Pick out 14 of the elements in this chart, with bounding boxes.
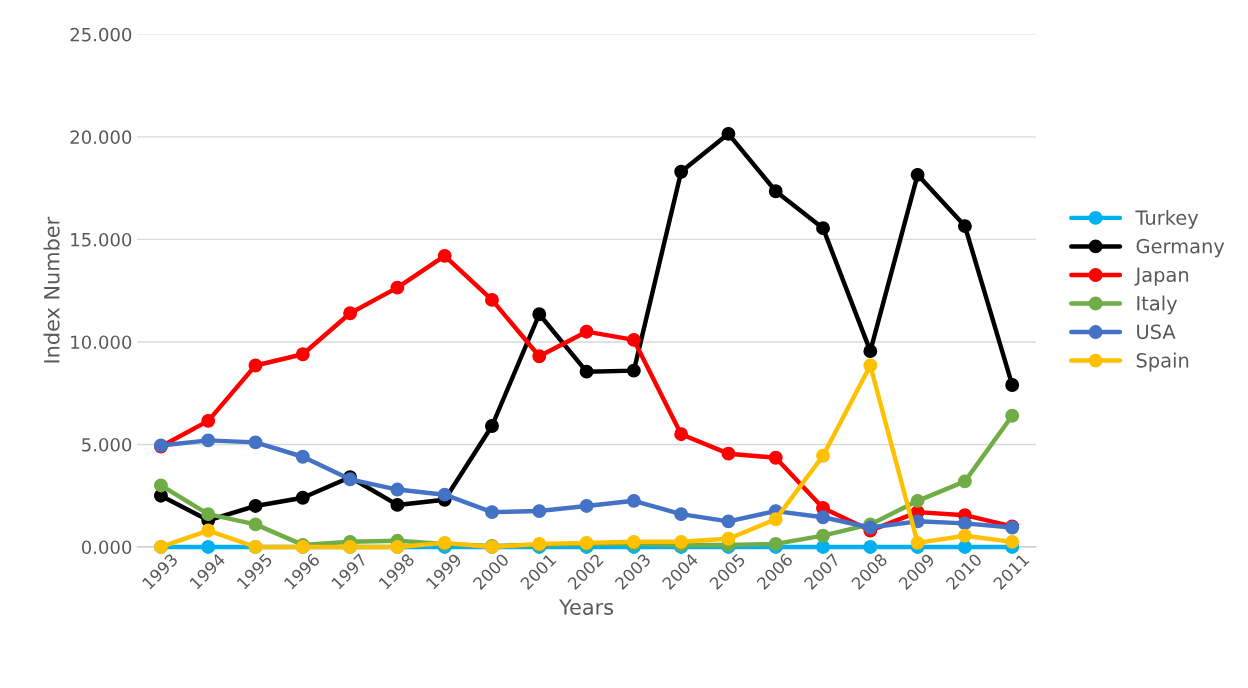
legend-label: Spain bbox=[1136, 352, 1189, 372]
y-axis-title: Index Number bbox=[43, 216, 60, 363]
y-tick-label: 20.000 bbox=[70, 130, 132, 145]
legend-label: Italy bbox=[1137, 295, 1178, 315]
y-tick-label: 0.000 bbox=[81, 540, 132, 555]
legend-label: Germany bbox=[1136, 238, 1225, 258]
legend-label: Turkey bbox=[1135, 209, 1199, 229]
y-tick-label: 15.000 bbox=[71, 232, 132, 247]
y-tick-label: 10.000 bbox=[71, 335, 132, 350]
y-tick-label: 5.000 bbox=[82, 437, 132, 452]
legend-label: Japan bbox=[1134, 267, 1189, 286]
y-tick-label: 25.000 bbox=[70, 27, 132, 42]
legend-label: USA bbox=[1137, 324, 1176, 340]
x-axis-title: Years bbox=[559, 599, 614, 615]
